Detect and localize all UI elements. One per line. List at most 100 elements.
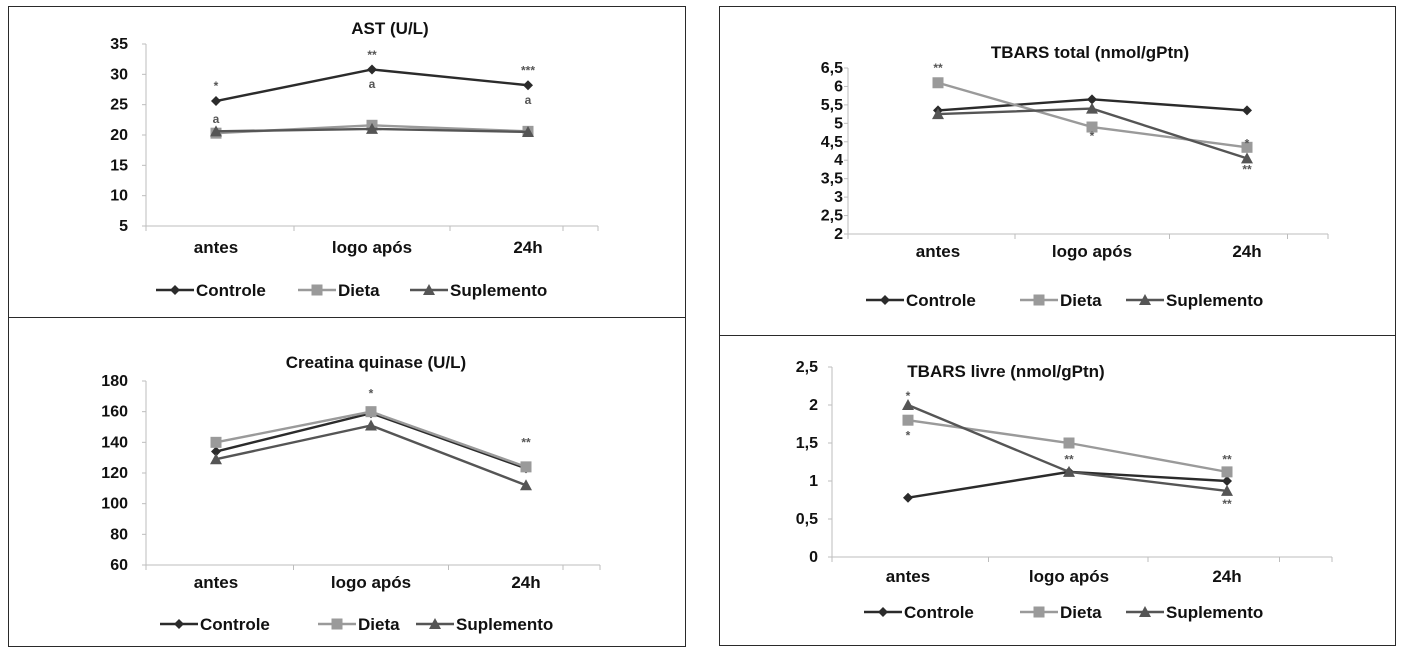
ck-y-tick-label: 60 <box>110 557 128 574</box>
ck-data-point-suplemento <box>210 453 222 465</box>
ck-chart-title: Creatina quinase (U/L) <box>286 353 466 372</box>
tbars-livre-legend-label-suplemento: Suplemento <box>1166 603 1263 622</box>
ast-x-category-label: 24h <box>513 238 542 257</box>
tbars-total-legend-label-suplemento: Suplemento <box>1166 291 1263 310</box>
tbars-total-y-tick-label: 2,5 <box>821 208 843 225</box>
ast-data-point-suplemento <box>366 122 378 134</box>
tbars-livre-data-point-dieta <box>1063 437 1075 449</box>
tbars-livre-legend-marker-controle <box>878 607 888 617</box>
tbars-total-y-tick-label: 6 <box>834 78 843 95</box>
ck-y-tick-label: 120 <box>101 465 128 482</box>
ck-legend-label-suplemento: Suplemento <box>456 615 553 634</box>
ast-x-category-label: antes <box>194 238 238 257</box>
ck-x-category-label: antes <box>194 573 238 592</box>
ck-x-category-label: logo após <box>331 573 411 592</box>
tbars-livre-y-tick-label: 0 <box>809 549 818 566</box>
ck-data-point-dieta <box>210 436 222 448</box>
ast-significance-annotation: a <box>369 77 376 91</box>
tbars-total-chart-title: TBARS total (nmol/gPtn) <box>991 43 1189 62</box>
ck-y-tick-label: 160 <box>101 404 128 421</box>
ast-data-point-suplemento <box>210 125 222 137</box>
tbars-total-legend-marker-suplemento <box>1139 294 1151 305</box>
ck-data-point-dieta <box>520 461 532 473</box>
ast-legend-label-suplemento: Suplemento <box>450 281 547 300</box>
tbars-livre-data-point-dieta <box>1221 466 1233 478</box>
tbars-total-data-point-suplemento <box>932 108 944 120</box>
ast-y-tick-label: 35 <box>110 36 128 53</box>
tbars-livre-y-tick-label: 1 <box>809 473 818 490</box>
tbars-total-x-category-label: 24h <box>1232 242 1261 261</box>
ast-y-tick-label: 15 <box>110 157 128 174</box>
ck-legend-marker-dieta <box>331 618 343 630</box>
ast-data-point-controle <box>523 80 533 91</box>
ck-series-line-suplemento <box>215 424 527 487</box>
tbars-total-data-point-controle <box>1087 94 1097 105</box>
tbars-livre-y-tick-label: 2,5 <box>796 359 818 376</box>
tbars-total-significance-annotation: ** <box>933 61 943 75</box>
panel-ast-border <box>8 6 686 318</box>
ast-legend-marker-controle <box>170 285 180 295</box>
ast-y-tick-label: 20 <box>110 127 128 144</box>
tbars-livre-data-point-suplemento <box>1063 465 1075 477</box>
tbars-total-y-tick-label: 3 <box>834 189 843 206</box>
ast-y-tick-label: 10 <box>110 188 128 205</box>
tbars-total-significance-annotation: * <box>1090 129 1095 143</box>
ast-legend-marker-dieta <box>311 284 323 296</box>
ast-significance-annotation: *** <box>521 64 535 78</box>
tbars-livre-legend-marker-suplemento <box>1139 606 1151 617</box>
tbars-livre-significance-annotation: * <box>906 428 911 442</box>
ck-data-point-controle <box>211 446 221 457</box>
ck-y-tick-label: 140 <box>101 434 128 451</box>
ck-legend-label-controle: Controle <box>200 615 270 634</box>
tbars-total-y-tick-label: 6,5 <box>821 60 843 77</box>
tbars-total-significance-annotation: * <box>1245 137 1250 151</box>
tbars-total-significance-annotation: ** <box>1242 162 1252 176</box>
ast-significance-annotation: ** <box>367 48 377 62</box>
ast-y-tick-label: 25 <box>110 97 128 114</box>
ck-data-point-suplemento <box>365 419 377 431</box>
ast-legend-marker-suplemento <box>423 284 435 295</box>
ast-significance-annotation: * <box>214 79 219 93</box>
tbars-livre-significance-annotation: ** <box>1222 497 1232 511</box>
tbars-total-y-tick-label: 3,5 <box>821 171 843 188</box>
tbars-livre-chart-title: TBARS livre (nmol/gPtn) <box>907 362 1104 381</box>
ast-data-point-controle <box>211 96 221 107</box>
tbars-livre-significance-annotation: * <box>906 389 911 403</box>
tbars-livre-legend-marker-dieta <box>1033 606 1045 618</box>
tbars-livre-data-point-controle <box>903 492 913 503</box>
tbars-total-legend-label-controle: Controle <box>906 291 976 310</box>
ast-chart-title: AST (U/L) <box>351 19 428 38</box>
tbars-livre-significance-annotation: ** <box>1064 453 1074 467</box>
tbars-total-data-point-controle <box>1242 105 1252 116</box>
tbars-livre-data-point-dieta <box>902 414 914 426</box>
tbars-total-legend-marker-controle <box>880 295 890 305</box>
tbars-total-legend-marker-dieta <box>1033 294 1045 306</box>
tbars-total-y-tick-label: 5 <box>834 115 843 132</box>
ast-data-point-controle <box>367 64 377 75</box>
ast-significance-annotation: a <box>213 112 220 126</box>
tbars-livre-x-category-label: logo após <box>1029 567 1109 586</box>
tbars-livre-data-point-suplemento <box>902 399 914 410</box>
tbars-total-legend-label-dieta: Dieta <box>1060 291 1102 310</box>
tbars-total-y-tick-label: 4 <box>834 152 843 169</box>
ck-data-point-suplemento <box>520 479 532 491</box>
ast-legend-label-dieta: Dieta <box>338 281 380 300</box>
ast-y-tick-label: 5 <box>119 218 128 235</box>
tbars-livre-data-point-controle <box>1222 476 1232 486</box>
ck-data-point-dieta <box>365 406 377 418</box>
ck-y-tick-label: 80 <box>110 526 128 543</box>
panel-ck-border <box>8 317 686 647</box>
ck-legend-label-dieta: Dieta <box>358 615 400 634</box>
ast-x-category-label: logo após <box>332 238 412 257</box>
tbars-livre-y-tick-label: 1,5 <box>796 435 818 452</box>
tbars-livre-legend-label-dieta: Dieta <box>1060 603 1102 622</box>
tbars-livre-y-tick-label: 0,5 <box>796 511 818 528</box>
tbars-livre-legend-label-controle: Controle <box>904 603 974 622</box>
ast-significance-annotation: a <box>525 93 532 107</box>
ast-legend-label-controle: Controle <box>196 281 266 300</box>
tbars-total-data-point-suplemento <box>1241 152 1253 164</box>
ast-y-tick-label: 30 <box>110 66 128 83</box>
tbars-total-x-category-label: logo após <box>1052 242 1132 261</box>
ck-legend-marker-suplemento <box>429 618 441 629</box>
